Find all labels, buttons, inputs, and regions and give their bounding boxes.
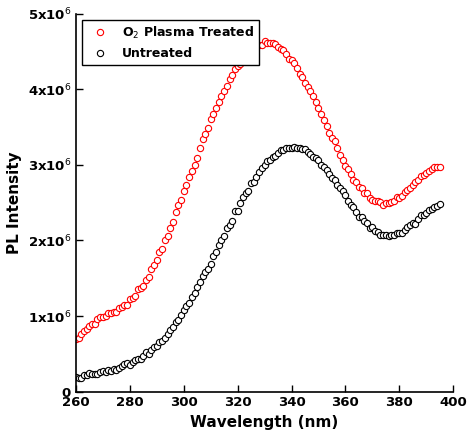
Untreated — [421, 212, 427, 217]
Untreated — [79, 375, 84, 381]
O$_2$ Plasma Treated — [262, 39, 267, 44]
O$_2$ Plasma Treated — [437, 164, 443, 170]
Untreated — [378, 232, 383, 238]
O$_2$ Plasma Treated — [372, 198, 378, 203]
Y-axis label: PL Intensity: PL Intensity — [7, 151, 22, 254]
X-axis label: Wavelength (nm): Wavelength (nm) — [191, 415, 339, 430]
Untreated — [375, 230, 381, 235]
O$_2$ Plasma Treated — [213, 105, 219, 111]
O$_2$ Plasma Treated — [116, 305, 122, 311]
O$_2$ Plasma Treated — [418, 174, 424, 179]
Untreated — [119, 363, 125, 368]
Line: Untreated: Untreated — [73, 144, 443, 382]
Untreated — [216, 242, 222, 247]
Untreated — [73, 375, 79, 380]
Untreated — [372, 229, 378, 234]
Untreated — [437, 201, 443, 206]
O$_2$ Plasma Treated — [375, 198, 381, 204]
O$_2$ Plasma Treated — [370, 198, 375, 203]
O$_2$ Plasma Treated — [73, 336, 79, 341]
Untreated — [292, 145, 297, 150]
Line: O$_2$ Plasma Treated: O$_2$ Plasma Treated — [73, 38, 443, 342]
Legend: O$_2$ Plasma Treated, Untreated: O$_2$ Plasma Treated, Untreated — [82, 20, 259, 66]
